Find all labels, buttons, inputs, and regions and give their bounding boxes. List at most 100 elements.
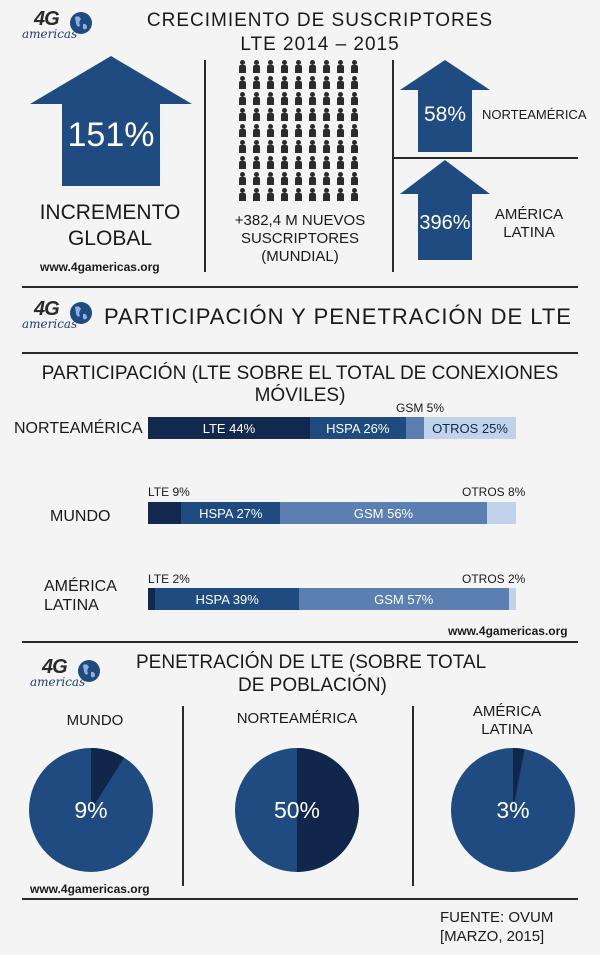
pie-north-america: 50%: [235, 748, 359, 872]
person-icon: [280, 76, 289, 89]
pie-slice: [91, 748, 125, 810]
share-title-line2: MÓVILES): [254, 385, 346, 406]
section2-title: PARTICIPACIÓN Y PENETRACIÓN DE LTE: [104, 304, 572, 329]
person-icon: [308, 172, 317, 185]
person-icon: [336, 188, 345, 201]
person-icon: [336, 172, 345, 185]
people-grid: [238, 60, 368, 210]
latam-growth-value: 396%: [419, 212, 471, 234]
pie-value-label: 50%: [274, 797, 320, 823]
person-icon: [322, 60, 331, 73]
bar-segment-label: GSM 57%: [374, 591, 434, 607]
person-icon: [350, 60, 359, 73]
bar-segment-hspa: HSPA 27%: [181, 502, 281, 524]
person-icon: [280, 156, 289, 169]
person-icon: [280, 108, 289, 121]
share-bar-latam: HSPA 39% GSM 57%: [148, 588, 516, 610]
divider-h2: [22, 352, 578, 354]
person-icon: [294, 60, 303, 73]
person-icon: [266, 172, 275, 185]
share-label-otros-world: OTROS 8%: [462, 485, 526, 499]
pie-slice: [513, 748, 525, 810]
logo-word: americas: [22, 317, 78, 331]
share-category-latam-line1: AMÉRICA: [44, 578, 117, 595]
person-icon: [280, 92, 289, 105]
person-icon: [280, 188, 289, 201]
divider-h3: [22, 641, 578, 643]
share-bar-world: HSPA 27% GSM 56%: [148, 502, 516, 524]
person-icon: [308, 188, 317, 201]
person-icon: [252, 156, 261, 169]
person-icon: [336, 140, 345, 153]
person-icon: [308, 124, 317, 137]
bar-segment-lte: LTE 44%: [148, 417, 310, 439]
arrow-north-america-icon: [400, 60, 490, 152]
share-title-line1: PARTICIPACIÓN (LTE SOBRE EL TOTAL DE CON…: [41, 363, 559, 384]
bar-segment-hspa: HSPA 39%: [155, 588, 299, 610]
person-icon: [266, 60, 275, 73]
person-icon: [350, 188, 359, 201]
person-icon: [336, 108, 345, 121]
arrow-global-icon: [30, 56, 192, 186]
logo-word: americas: [30, 675, 86, 689]
logo-section3: 4G americas: [30, 656, 110, 696]
pie-value-label: 3%: [496, 797, 529, 823]
logo-top: 4G americas: [22, 8, 102, 48]
pie-region-latam-line1: AMÉRICA: [472, 703, 542, 720]
person-icon: [294, 188, 303, 201]
bar-segment-hspa: HSPA 26%: [309, 417, 406, 439]
divider-v1: [204, 60, 206, 272]
person-icon: [252, 124, 261, 137]
person-icon: [252, 76, 261, 89]
bar-segment-lte: [148, 588, 156, 610]
pie-world: 9%: [29, 748, 153, 872]
logo-mark: 4G: [34, 298, 60, 320]
person-icon: [252, 140, 261, 153]
bar-segment-label: LTE 44%: [202, 420, 256, 436]
person-icon: [294, 140, 303, 153]
bar-segment-gsm: [405, 417, 424, 439]
share-label-lte-world: LTE 9%: [148, 485, 190, 499]
person-icon: [350, 140, 359, 153]
logo-section2: 4G americas: [22, 298, 102, 338]
person-icon: [350, 92, 359, 105]
latam-growth-label-line2: LATINA: [503, 224, 555, 241]
person-icon: [280, 60, 289, 73]
bar-segment-label: HSPA 26%: [326, 420, 390, 436]
share-label-gsm-north-america: GSM 5%: [396, 401, 445, 415]
person-icon: [238, 92, 247, 105]
share-label-lte-latam: LTE 2%: [148, 572, 190, 586]
bar-segment-otros: [508, 588, 516, 610]
person-icon: [238, 124, 247, 137]
person-icon: [266, 108, 275, 121]
source-line1: FUENTE: OVUM: [440, 909, 554, 926]
share-category-world: MUNDO: [50, 508, 111, 525]
person-icon: [252, 108, 261, 121]
person-icon: [322, 140, 331, 153]
person-icon: [322, 172, 331, 185]
bar-segment-gsm: GSM 56%: [280, 502, 487, 524]
growth-url: www.4gamericas.org: [40, 260, 160, 274]
person-icon: [322, 188, 331, 201]
person-icon: [294, 108, 303, 121]
divider-h-growth: [392, 157, 578, 159]
person-icon: [350, 172, 359, 185]
person-icon: [252, 60, 261, 73]
bar-segment-label: GSM 56%: [353, 505, 414, 521]
divider-v2: [392, 60, 394, 272]
north-america-growth-label: NORTEAMÉRICA: [482, 107, 587, 122]
bar-segment-otros: [486, 502, 516, 524]
person-icon: [280, 124, 289, 137]
person-icon: [336, 60, 345, 73]
person-icon: [308, 92, 317, 105]
person-icon: [308, 156, 317, 169]
pie-slice: [297, 748, 359, 872]
person-icon: [280, 172, 289, 185]
pie-latam: 3%: [451, 748, 575, 872]
person-icon: [294, 156, 303, 169]
person-icon: [266, 124, 275, 137]
person-icon: [322, 108, 331, 121]
person-icon: [308, 140, 317, 153]
person-icon: [238, 108, 247, 121]
bar-segment-label: HSPA 39%: [195, 591, 259, 607]
